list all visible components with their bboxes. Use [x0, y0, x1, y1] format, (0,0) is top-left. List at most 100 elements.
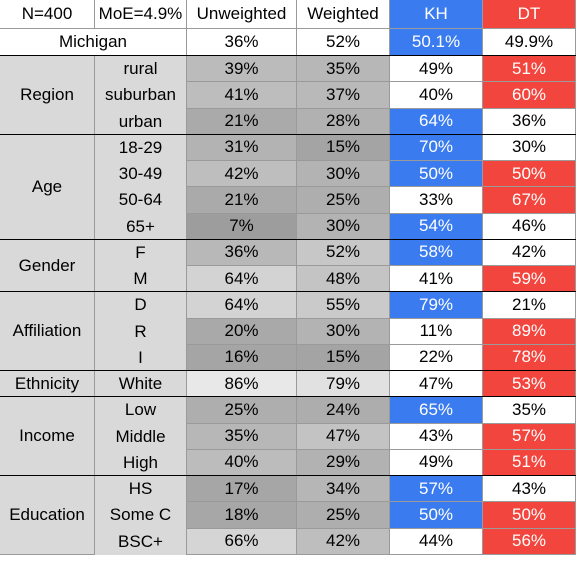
weighted-cell: 79%	[297, 371, 390, 398]
kh-cell: 47%	[390, 371, 483, 398]
unweighted-cell: 39%	[187, 56, 297, 83]
kh-cell: 50.1%	[390, 29, 483, 56]
row-label: Some C	[95, 502, 187, 529]
group-label: Education	[0, 476, 95, 555]
group-label: Gender	[0, 239, 95, 293]
row-label: 18-29	[95, 134, 187, 161]
kh-cell: 79%	[390, 292, 483, 319]
kh-cell: 50%	[390, 502, 483, 529]
row-label: F	[95, 239, 187, 266]
dt-cell: 59%	[483, 266, 576, 293]
dt-cell: 67%	[483, 187, 576, 214]
row-label: D	[95, 292, 187, 319]
weighted-cell: 28%	[297, 108, 390, 135]
row-label: suburban	[95, 82, 187, 109]
row-label: 50-64	[95, 187, 187, 214]
dt-cell: 56%	[483, 528, 576, 555]
dt-cell: 53%	[483, 371, 576, 398]
unweighted-cell: 86%	[187, 371, 297, 398]
dt-cell: 78%	[483, 344, 576, 371]
weighted-cell: 52%	[297, 239, 390, 266]
row-label: Low	[95, 397, 187, 424]
row-label: BSC+	[95, 528, 187, 555]
dt-cell: 89%	[483, 318, 576, 345]
unweighted-cell: 35%	[187, 423, 297, 450]
kh-cell: 50%	[390, 161, 483, 188]
kh-cell: 57%	[390, 476, 483, 503]
dt-cell: 60%	[483, 82, 576, 109]
header-cell: N=400	[0, 0, 95, 29]
weighted-cell: 15%	[297, 134, 390, 161]
unweighted-cell: 16%	[187, 344, 297, 371]
row-label: White	[95, 371, 187, 398]
unweighted-cell: 66%	[187, 528, 297, 555]
weighted-cell: 25%	[297, 187, 390, 214]
weighted-cell: 55%	[297, 292, 390, 319]
group-label: Affiliation	[0, 292, 95, 371]
kh-cell: 11%	[390, 318, 483, 345]
row-label: High	[95, 449, 187, 476]
weighted-cell: 24%	[297, 397, 390, 424]
weighted-cell: 25%	[297, 502, 390, 529]
group-label: Age	[0, 134, 95, 240]
group-label: Region	[0, 56, 95, 135]
unweighted-cell: 36%	[187, 239, 297, 266]
weighted-cell: 30%	[297, 318, 390, 345]
row-label: R	[95, 318, 187, 345]
kh-cell: 22%	[390, 344, 483, 371]
header-cell: Weighted	[297, 0, 390, 29]
row-label: 30-49	[95, 161, 187, 188]
kh-cell: 64%	[390, 108, 483, 135]
dt-cell: 50%	[483, 502, 576, 529]
dt-cell: 30%	[483, 134, 576, 161]
total-label: Michigan	[0, 29, 187, 56]
unweighted-cell: 18%	[187, 502, 297, 529]
unweighted-cell: 21%	[187, 187, 297, 214]
weighted-cell: 52%	[297, 29, 390, 56]
kh-cell: 70%	[390, 134, 483, 161]
unweighted-cell: 21%	[187, 108, 297, 135]
weighted-cell: 30%	[297, 213, 390, 240]
kh-cell: 44%	[390, 528, 483, 555]
weighted-cell: 29%	[297, 449, 390, 476]
unweighted-cell: 40%	[187, 449, 297, 476]
row-label: I	[95, 344, 187, 371]
header-cell: DT	[483, 0, 576, 29]
row-label: rural	[95, 56, 187, 83]
dt-cell: 46%	[483, 213, 576, 240]
weighted-cell: 30%	[297, 161, 390, 188]
kh-cell: 43%	[390, 423, 483, 450]
row-label: 65+	[95, 213, 187, 240]
dt-cell: 36%	[483, 108, 576, 135]
kh-cell: 33%	[390, 187, 483, 214]
weighted-cell: 34%	[297, 476, 390, 503]
row-label: Middle	[95, 423, 187, 450]
header-cell: KH	[390, 0, 483, 29]
header-cell: Unweighted	[187, 0, 297, 29]
kh-cell: 40%	[390, 82, 483, 109]
dt-cell: 50%	[483, 161, 576, 188]
row-label: M	[95, 266, 187, 293]
kh-cell: 65%	[390, 397, 483, 424]
unweighted-cell: 20%	[187, 318, 297, 345]
unweighted-cell: 17%	[187, 476, 297, 503]
unweighted-cell: 42%	[187, 161, 297, 188]
dt-cell: 51%	[483, 56, 576, 83]
kh-cell: 58%	[390, 239, 483, 266]
kh-cell: 49%	[390, 56, 483, 83]
unweighted-cell: 64%	[187, 266, 297, 293]
unweighted-cell: 31%	[187, 134, 297, 161]
group-label: Ethnicity	[0, 371, 95, 398]
kh-cell: 54%	[390, 213, 483, 240]
row-label: HS	[95, 476, 187, 503]
unweighted-cell: 64%	[187, 292, 297, 319]
weighted-cell: 42%	[297, 528, 390, 555]
row-label: urban	[95, 108, 187, 135]
dt-cell: 43%	[483, 476, 576, 503]
dt-cell: 35%	[483, 397, 576, 424]
weighted-cell: 35%	[297, 56, 390, 83]
kh-cell: 41%	[390, 266, 483, 293]
header-cell: MoE=4.9%	[95, 0, 187, 29]
dt-cell: 21%	[483, 292, 576, 319]
